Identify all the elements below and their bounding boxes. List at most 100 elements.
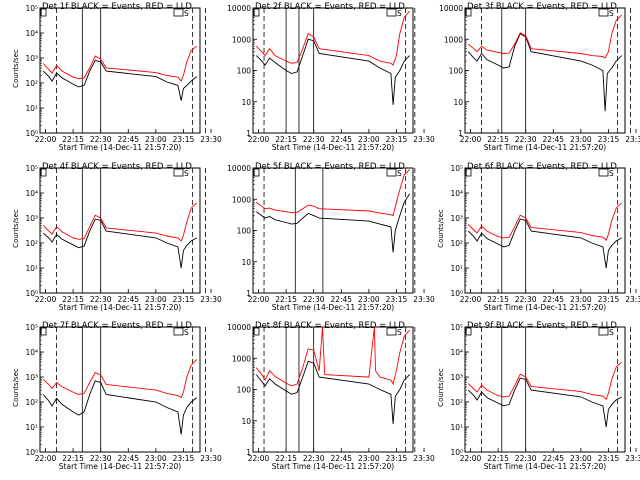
y-tick-label: 10⁴: [450, 348, 463, 357]
x-tick-label: 22:30: [303, 454, 325, 463]
y-axis-label: Counts/sec: [437, 209, 445, 248]
y-tick-label: 10⁵: [450, 323, 463, 332]
lld-series-line: [42, 45, 197, 82]
x-axis-label: Start Time (14-Dec-11 21:57:20): [59, 462, 181, 471]
x-tick-label: 22:00: [248, 454, 270, 463]
corner-label: S: [397, 9, 402, 18]
x-tick-label: 22:30: [90, 135, 112, 144]
corner-label: S: [184, 9, 189, 18]
y-tick-label: 1: [246, 129, 251, 138]
y-tick-label: 10⁰: [25, 448, 38, 457]
x-tick-label: 23:30: [413, 454, 435, 463]
y-tick-label: 10⁰: [25, 289, 38, 298]
events-series-line: [467, 218, 622, 269]
lld-series-line: [255, 10, 411, 66]
plot-frame: [252, 7, 414, 134]
x-tick-label: 23:30: [625, 135, 640, 144]
y-tick-label: 10²: [450, 398, 463, 407]
x-tick-label: 23:30: [200, 135, 222, 144]
plot-frame: [464, 167, 626, 294]
events-series-line: [467, 377, 622, 428]
x-tick-label: 23:00: [358, 135, 380, 144]
y-tick-label: 10⁴: [25, 189, 38, 198]
lld-series-line: [468, 14, 623, 59]
y-tick-label: 100: [449, 67, 464, 76]
x-tick-label: 23:00: [570, 454, 592, 463]
x-tick-label: 22:00: [35, 454, 57, 463]
x-tick-label: 22:30: [90, 454, 112, 463]
y-tick-label: 1000: [232, 35, 251, 44]
corner-box: [386, 8, 397, 17]
x-tick-label: 23:30: [413, 135, 435, 144]
corner-box: [253, 168, 260, 177]
x-tick-label: 22:45: [542, 295, 564, 304]
corner-label: S: [397, 169, 402, 178]
x-tick-label: 22:45: [542, 135, 564, 144]
plot-frame: [39, 326, 201, 453]
y-tick-label: 1000: [444, 35, 463, 44]
corner-box: [465, 168, 472, 177]
y-tick-label: 10000: [227, 4, 251, 13]
y-tick-label: 10000: [227, 164, 251, 173]
plot-frame: [464, 7, 626, 134]
y-tick-label: 10⁰: [450, 289, 463, 298]
lld-series-line: [42, 202, 198, 242]
y-tick-label: 100: [237, 67, 252, 76]
x-tick-label: 22:15: [275, 295, 297, 304]
plot-frame: [39, 167, 201, 294]
corner-box: [386, 168, 397, 177]
x-axis-label: Start Time (14-Dec-11 21:57:20): [484, 143, 606, 152]
corner-label: S: [397, 328, 402, 337]
x-tick-label: 23:15: [173, 135, 195, 144]
x-tick-label: 22:45: [117, 135, 139, 144]
y-tick-label: 10: [241, 98, 251, 107]
lld-series-line: [256, 169, 411, 217]
y-tick-label: 10³: [25, 373, 38, 382]
y-tick-label: 10³: [450, 373, 463, 382]
y-tick-label: 10⁴: [25, 348, 38, 357]
x-tick-label: 22:00: [460, 454, 482, 463]
x-tick-label: 22:45: [330, 454, 352, 463]
x-tick-label: 23:00: [145, 295, 167, 304]
y-tick-label: 10: [453, 98, 463, 107]
x-tick-label: 23:15: [173, 454, 195, 463]
y-tick-label: 1: [246, 448, 251, 457]
corner-box: [253, 327, 260, 336]
events-series-line: [467, 33, 623, 112]
x-tick-label: 23:30: [413, 295, 435, 304]
plot-frame: [252, 167, 414, 294]
x-tick-label: 22:15: [487, 295, 509, 304]
y-tick-label: 10⁵: [25, 323, 38, 332]
x-tick-label: 22:45: [330, 295, 352, 304]
panel-title: Det 5f BLACK = Events, RED = LLD: [255, 162, 405, 172]
y-tick-label: 10⁵: [25, 4, 38, 13]
y-tick-label: 10³: [25, 54, 38, 63]
x-tick-label: 22:00: [248, 295, 270, 304]
y-tick-label: 100: [237, 227, 252, 236]
events-series-line: [255, 360, 411, 424]
y-tick-label: 10: [241, 417, 251, 426]
x-tick-label: 22:15: [62, 295, 84, 304]
x-tick-label: 22:45: [330, 135, 352, 144]
corner-box: [598, 8, 609, 17]
x-tick-label: 23:30: [625, 454, 640, 463]
x-axis-label: Start Time (14-Dec-11 21:57:20): [59, 143, 181, 152]
lld-series-line: [42, 359, 198, 399]
y-tick-label: 10³: [450, 214, 463, 223]
x-tick-label: 22:00: [35, 135, 57, 144]
corner-label: S: [609, 169, 614, 178]
panel-title: Det 4f BLACK = Events, RED = LLD: [42, 162, 192, 172]
x-tick-label: 22:30: [303, 135, 325, 144]
y-axis-label: Counts/sec: [437, 368, 445, 407]
x-tick-label: 23:00: [570, 135, 592, 144]
lld-series-line: [467, 361, 623, 400]
corner-box: [173, 327, 184, 336]
x-tick-label: 22:30: [515, 295, 537, 304]
